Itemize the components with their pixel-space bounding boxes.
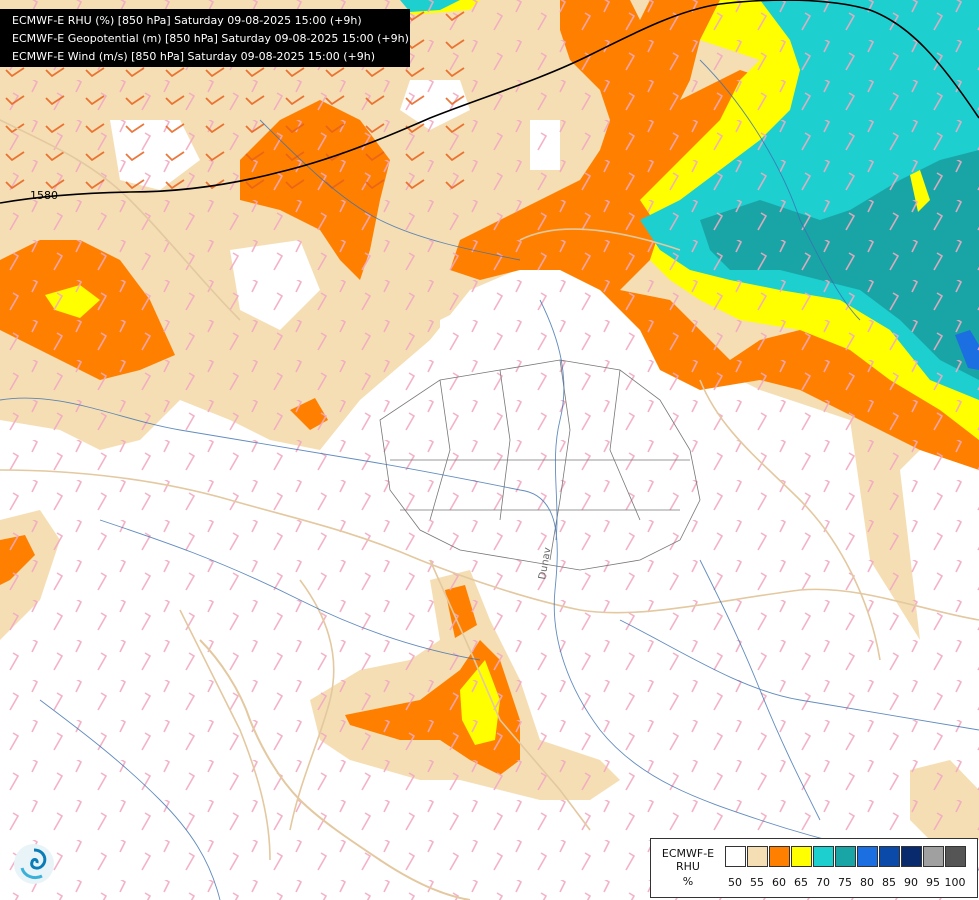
legend-level-label: 65 — [794, 876, 808, 889]
legend-level-label: 60 — [772, 876, 786, 889]
legend-level-label: 55 — [750, 876, 764, 889]
legend-level-label: 75 — [838, 876, 852, 889]
legend-unit: % — [682, 875, 694, 888]
contour-label: 1580 — [30, 189, 58, 202]
legend-swatch — [747, 846, 768, 867]
legend-level-label: 85 — [882, 876, 896, 889]
legend-swatch — [945, 846, 966, 867]
legend-level-label: 50 — [728, 876, 742, 889]
legend-title-model: ECMWF-E — [661, 847, 715, 860]
geopotential-contour-1580 — [0, 0, 979, 204]
legend-swatch — [813, 846, 834, 867]
legend-swatch — [769, 846, 790, 867]
region-borders — [379, 359, 701, 571]
legend-title: ECMWF-E RHU % — [655, 847, 721, 888]
legend-level-label: 90 — [904, 876, 918, 889]
map-header: ECMWF-E RHU (%) [850 hPa] Saturday 09-08… — [0, 9, 410, 67]
legend-level-label: 70 — [816, 876, 830, 889]
ecmwf-swirl-icon — [12, 842, 56, 886]
legend-swatch — [879, 846, 900, 867]
legend-title-variable: RHU — [676, 860, 700, 873]
rhu-legend: ECMWF-E RHU % 50 55 60 65 70 75 80 85 90 95 100 — [650, 838, 978, 898]
header-line-geopotential: ECMWF-E Geopotential (m) [850 hPa] Satur… — [12, 32, 409, 45]
legend-swatch — [857, 846, 878, 867]
legend-level-label: 80 — [860, 876, 874, 889]
legend-swatch — [923, 846, 944, 867]
header-line-wind: ECMWF-E Wind (m/s) [850 hPa] Saturday 09… — [12, 50, 375, 63]
rivers — [0, 59, 979, 900]
adriatic-coastline — [199, 639, 471, 900]
legend-level-label: 95 — [926, 876, 940, 889]
legend-swatch — [835, 846, 856, 867]
legend-swatch — [901, 846, 922, 867]
legend-level-label: 100 — [944, 876, 966, 889]
country-borders — [0, 119, 979, 861]
header-line-rhu: ECMWF-E RHU (%) [850 hPa] Saturday 09-08… — [12, 14, 362, 27]
legend-swatch — [725, 846, 746, 867]
legend-swatch — [791, 846, 812, 867]
